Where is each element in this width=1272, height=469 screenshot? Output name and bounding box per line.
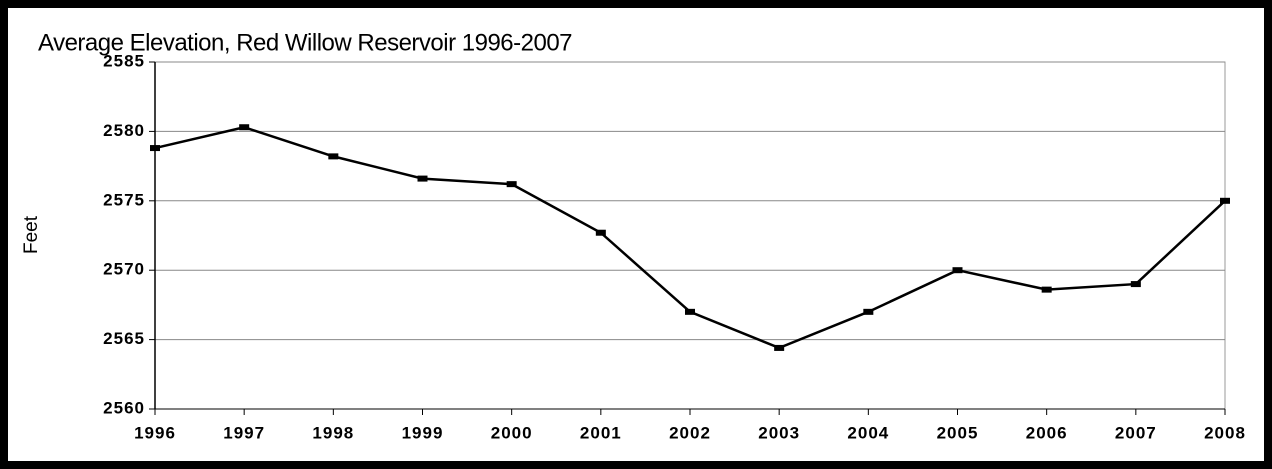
x-tick-label: 1999: [402, 423, 444, 442]
chart-title: Average Elevation, Red Willow Reservoir …: [38, 29, 572, 56]
y-axis-label: Feet: [21, 215, 42, 254]
x-tick-label: 2004: [847, 423, 889, 442]
x-tick-label: 2001: [580, 423, 622, 442]
data-point: [1041, 286, 1052, 293]
y-tick-label: 2575: [103, 190, 145, 209]
x-tick-label: 2007: [1115, 423, 1157, 442]
data-point: [952, 267, 963, 274]
data-point: [774, 344, 785, 351]
data-point: [595, 229, 606, 236]
y-tick-label: 2580: [103, 121, 145, 140]
x-tick-label: 2006: [1026, 423, 1068, 442]
x-tick-label: 2000: [491, 423, 533, 442]
y-tick-label: 2570: [103, 260, 145, 279]
data-point: [1130, 281, 1141, 288]
data-point: [417, 175, 428, 182]
x-tick-label: 2003: [758, 423, 800, 442]
data-point: [506, 181, 517, 188]
x-tick-label: 1997: [223, 423, 265, 442]
data-point: [239, 124, 250, 131]
x-tick-label: 2005: [937, 423, 979, 442]
data-point: [328, 153, 339, 160]
data-point: [863, 308, 874, 315]
y-tick-label: 2565: [103, 329, 145, 348]
x-tick-label: 2002: [669, 423, 711, 442]
y-tick-label: 2585: [103, 51, 145, 70]
data-point: [150, 145, 160, 152]
data-point: [1220, 197, 1230, 204]
x-tick-label: 2008: [1204, 423, 1246, 442]
x-tick-label: 1996: [134, 423, 176, 442]
data-point: [685, 308, 695, 315]
x-tick-label: 1998: [312, 423, 354, 442]
y-tick-label: 2560: [103, 398, 145, 417]
